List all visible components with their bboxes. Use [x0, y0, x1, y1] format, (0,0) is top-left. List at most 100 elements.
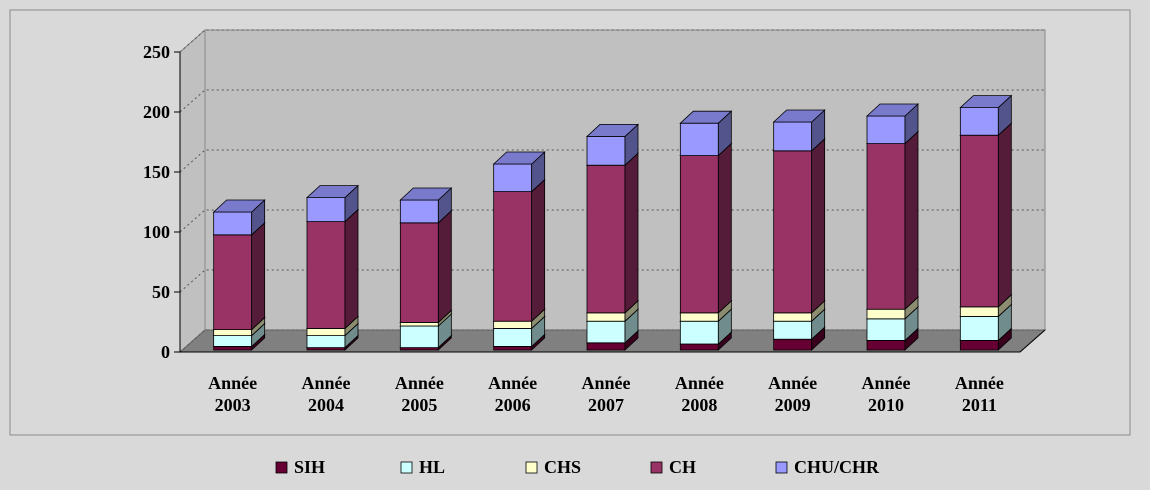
grid-line: [179, 209, 1045, 233]
bar-front: [213, 329, 253, 337]
bar-front: [959, 315, 999, 341]
legend-label: HL: [419, 457, 445, 477]
bar: [679, 142, 733, 314]
bar-front: [306, 197, 346, 223]
bar-front: [866, 143, 906, 310]
bar-front: [586, 135, 626, 166]
bar-front: [493, 327, 533, 347]
bar: [212, 221, 266, 331]
legend-swatch: [525, 461, 538, 474]
x-tick-label: Année 2007: [581, 373, 631, 415]
legend-label: CH: [669, 457, 696, 477]
bar-front: [679, 155, 719, 314]
y-tick-label: 0: [161, 342, 170, 362]
x-tick-label: Année 2004: [301, 373, 351, 415]
legend-swatch: [650, 461, 663, 474]
legend-swatch: [775, 461, 788, 474]
bar: [772, 137, 826, 314]
bar-front: [306, 327, 346, 336]
bar-front: [306, 335, 346, 349]
bar-front: [399, 321, 439, 327]
bar: [585, 152, 640, 314]
bar-side: [811, 137, 826, 314]
x-tick-label: Année 2005: [394, 373, 444, 415]
bar-front: [213, 234, 253, 331]
bar-side: [437, 209, 452, 324]
bar: [305, 184, 360, 223]
y-tick-label: 150: [143, 162, 170, 182]
bar-front: [213, 335, 253, 347]
grid-line: [179, 89, 1045, 113]
bar: [772, 109, 826, 152]
bar-front: [493, 163, 533, 193]
bar-top: [305, 185, 360, 199]
bar-top: [492, 151, 546, 165]
bar-front: [679, 122, 719, 156]
bar-top: [959, 95, 1013, 108]
y-tick-label: 100: [143, 222, 170, 242]
grid-line: [179, 29, 1045, 53]
legend-swatch: [275, 461, 288, 474]
bar-side: [624, 152, 639, 314]
bar-front: [493, 191, 533, 322]
x-tick-label: Année 2011: [954, 373, 1004, 415]
bar-front: [306, 221, 346, 329]
bar-front: [773, 150, 813, 314]
bar: [959, 94, 1013, 137]
bar-front: [399, 222, 439, 323]
bar-front: [586, 342, 626, 351]
floor-edge: [1019, 329, 1046, 353]
bar-front: [866, 115, 906, 145]
bar-front: [679, 320, 719, 345]
bar: [399, 187, 453, 224]
x-tick-label: Année 2006: [488, 373, 538, 415]
legend-label: CHS: [544, 457, 581, 477]
bar-front: [773, 338, 813, 351]
grid-line: [179, 269, 1045, 293]
legend-swatch: [400, 461, 413, 474]
bar-front: [866, 339, 906, 351]
bar-front: [586, 312, 626, 322]
bar: [492, 178, 546, 323]
legend-label: SIH: [294, 457, 325, 477]
bar-front: [959, 339, 999, 351]
grid-line: [179, 149, 1045, 173]
bar-top: [772, 109, 826, 123]
bar-front: [586, 164, 626, 314]
bar-front: [399, 199, 439, 224]
bar: [585, 123, 640, 167]
x-tick-label: Année 2009: [768, 373, 818, 415]
bar-top: [585, 124, 640, 137]
bar-side: [904, 130, 919, 311]
bar-front: [213, 345, 253, 351]
bar-front: [866, 308, 906, 320]
bar: [305, 208, 360, 330]
bar: [865, 103, 920, 145]
bar-front: [586, 320, 626, 344]
bar-top: [865, 103, 920, 117]
bar-side: [997, 122, 1012, 308]
bar-front: [213, 211, 253, 236]
bar-front: [493, 345, 533, 351]
bar: [959, 122, 1013, 308]
bar: [679, 110, 733, 157]
x-tick-label: Année 2008: [674, 373, 724, 415]
bar-front: [866, 318, 906, 341]
bar: [492, 151, 546, 193]
bar-top: [679, 110, 733, 124]
bar-front: [773, 121, 813, 152]
bar-front: [679, 312, 719, 322]
y-tick-label: 50: [152, 282, 170, 302]
bar-front: [959, 107, 999, 136]
bar-front: [959, 134, 999, 308]
bar: [865, 130, 920, 311]
bar-front: [493, 320, 533, 329]
bar-side: [717, 142, 732, 314]
y-tick-label: 250: [143, 42, 170, 62]
bar: [212, 199, 266, 236]
grid-line: [179, 329, 1045, 353]
y-tick-label: 200: [143, 102, 170, 122]
side-wall: [179, 28, 206, 354]
